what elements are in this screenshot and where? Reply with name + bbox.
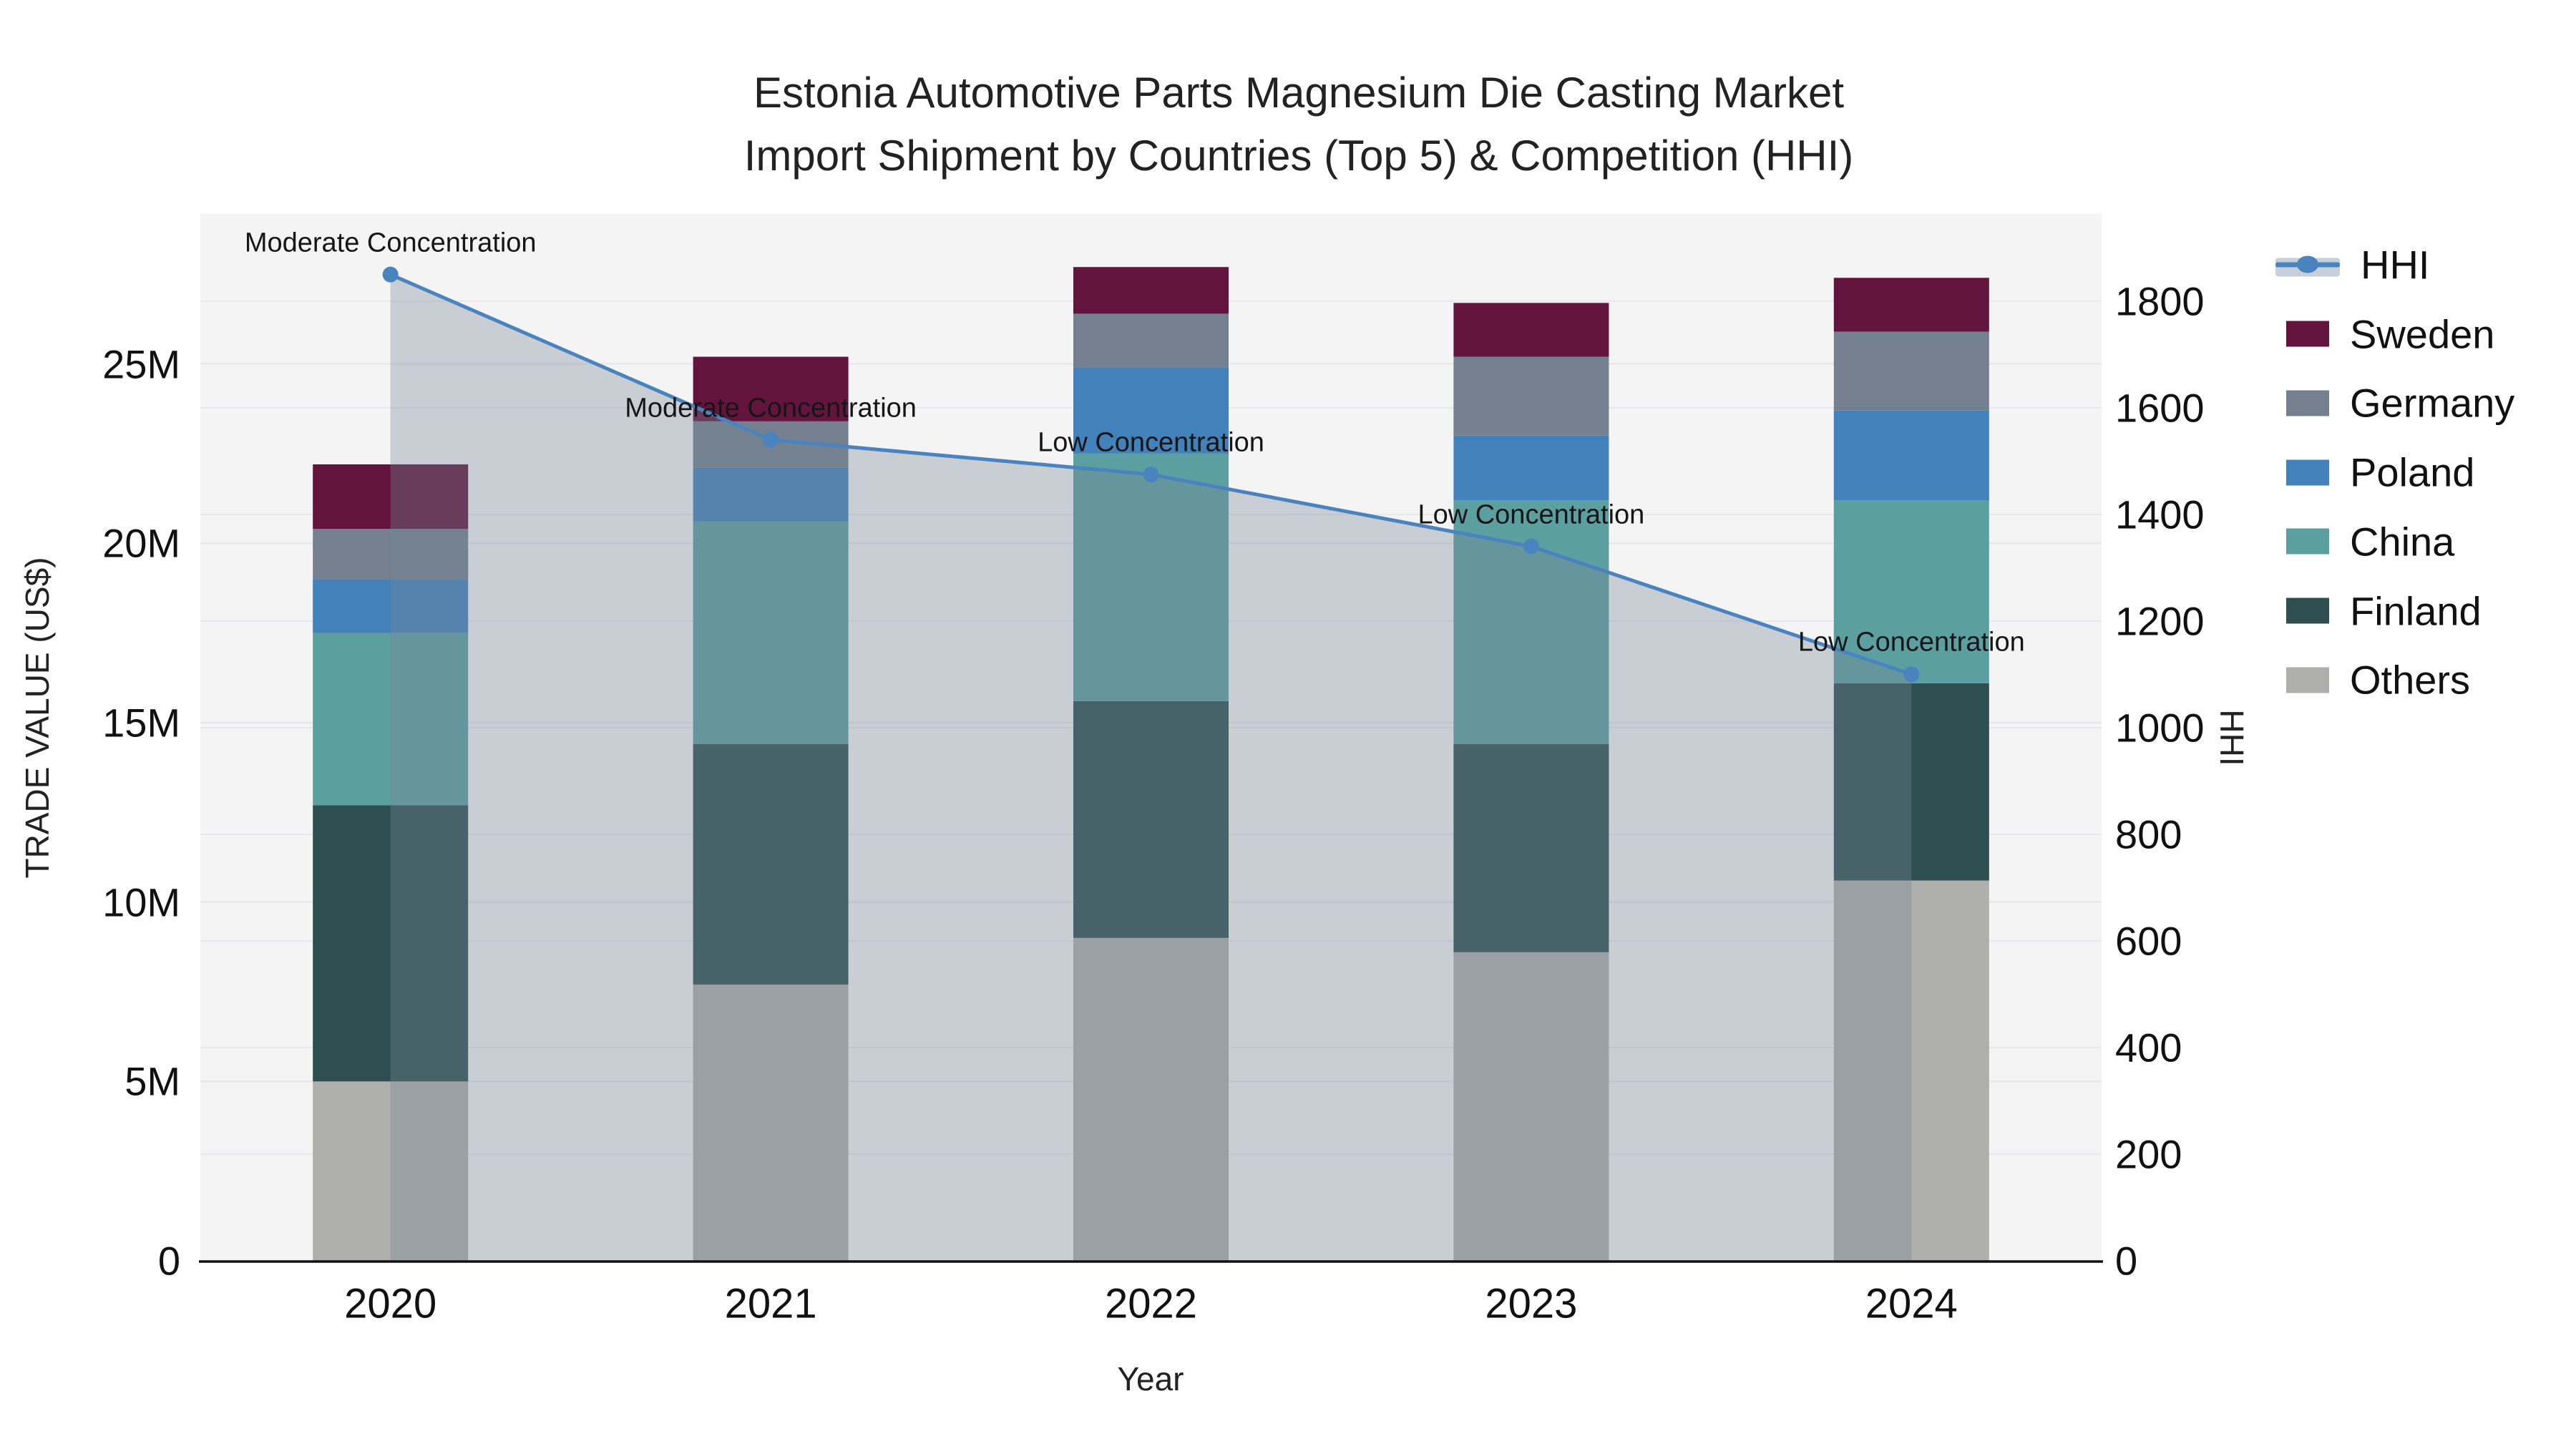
- legend-label-others: Others: [2350, 657, 2471, 703]
- annotation-2023: Low Concentration: [1418, 499, 1645, 530]
- bar-segment-2024-sweden[interactable]: [1833, 278, 1989, 332]
- y-right-tick-400: 400: [2115, 1025, 2182, 1070]
- hhi-legend-sample-icon: [2275, 250, 2340, 279]
- bar-segment-2021-china[interactable]: [693, 522, 849, 745]
- bar-segment-2020-others[interactable]: [313, 1081, 469, 1261]
- bar-segment-2023-others[interactable]: [1453, 952, 1609, 1261]
- hhi-marker-2022[interactable]: [1143, 467, 1159, 483]
- annotation-2024: Low Concentration: [1797, 627, 2025, 658]
- legend-swatch-sweden: [2286, 321, 2329, 347]
- bar-segment-2021-others[interactable]: [693, 984, 849, 1261]
- bar-segment-2021-sweden[interactable]: [693, 356, 849, 421]
- hhi-marker-swatch: [2297, 255, 2318, 273]
- y-right-tick-1400: 1400: [2115, 492, 2205, 537]
- legend-item-germany[interactable]: Germany: [2275, 380, 2514, 426]
- legend-label-hhi: HHI: [2361, 242, 2430, 288]
- x-tick-2020: 2020: [344, 1280, 437, 1327]
- chart-title-line2: Import Shipment by Countries (Top 5) & C…: [743, 132, 1854, 180]
- x-tick-2024: 2024: [1865, 1280, 1958, 1327]
- bar-segment-2024-finland[interactable]: [1833, 683, 1989, 881]
- bar-segment-2020-china[interactable]: [313, 633, 469, 806]
- chart-title-line1: Estonia Automotive Parts Magnesium Die C…: [753, 69, 1844, 117]
- y-left-tick-20M: 20M: [102, 520, 180, 566]
- bar-segment-2023-poland[interactable]: [1453, 435, 1609, 501]
- legend-swatch-finland: [2286, 597, 2329, 624]
- bar-segment-2022-others[interactable]: [1073, 937, 1229, 1261]
- bar-segment-2022-germany[interactable]: [1073, 313, 1229, 368]
- y-right-tick-800: 800: [2115, 811, 2182, 857]
- bar-segment-2021-finland[interactable]: [693, 744, 849, 985]
- bar-segment-2020-poland[interactable]: [313, 579, 469, 633]
- legend-label-china: China: [2350, 519, 2455, 565]
- x-tick-2022: 2022: [1104, 1280, 1198, 1327]
- hhi-marker-2024[interactable]: [1903, 666, 1920, 683]
- legend-item-sweden[interactable]: Sweden: [2275, 311, 2494, 357]
- hhi-marker-2021[interactable]: [763, 431, 779, 448]
- y-axis-left-title: TRADE VALUE (US$): [19, 557, 56, 879]
- y-right-tick-1000: 1000: [2115, 705, 2205, 751]
- y-left-tick-0: 0: [157, 1238, 180, 1284]
- y-right-tick-1200: 1200: [2115, 598, 2205, 644]
- y-left-tick-10M: 10M: [102, 879, 180, 925]
- hhi-marker-2023[interactable]: [1523, 538, 1539, 555]
- bar-segment-2024-germany[interactable]: [1833, 331, 1989, 411]
- bar-segment-2022-poland[interactable]: [1073, 367, 1229, 454]
- y-right-tick-200: 200: [2115, 1131, 2182, 1177]
- y-left-tick-25M: 25M: [102, 341, 180, 387]
- bar-segment-2021-poland[interactable]: [693, 467, 849, 522]
- legend-swatch-others: [2286, 667, 2329, 693]
- hhi-area-fill: [390, 274, 1912, 1261]
- bar-segment-2023-germany[interactable]: [1453, 356, 1609, 436]
- legend-swatch-china: [2286, 528, 2329, 555]
- bar-segment-2020-germany[interactable]: [313, 529, 469, 580]
- legend-item-poland[interactable]: Poland: [2275, 449, 2474, 496]
- y-left-tick-15M: 15M: [102, 700, 180, 746]
- bar-segment-2023-sweden[interactable]: [1453, 303, 1609, 357]
- annotation-2021: Moderate Concentration: [625, 393, 917, 424]
- chart-title: Estonia Automotive Parts Magnesium Die C…: [744, 62, 1854, 187]
- hhi-marker-2020[interactable]: [382, 266, 399, 283]
- legend-swatch-germany: [2286, 390, 2329, 416]
- legend-label-finland: Finland: [2350, 588, 2482, 633]
- y-right-tick-1600: 1600: [2115, 385, 2205, 431]
- bar-segment-2020-finland[interactable]: [313, 805, 469, 1082]
- annotation-2020: Moderate Concentration: [244, 228, 537, 258]
- x-axis-title: Year: [1117, 1360, 1184, 1397]
- bar-segment-2023-finland[interactable]: [1453, 744, 1609, 952]
- annotation-2022: Low Concentration: [1038, 427, 1264, 458]
- legend-label-sweden: Sweden: [2350, 311, 2495, 357]
- y-right-tick-0: 0: [2115, 1238, 2138, 1284]
- bar-segment-2024-others[interactable]: [1833, 880, 1989, 1261]
- legend-item-china[interactable]: China: [2275, 518, 2454, 565]
- bar-segment-2022-china[interactable]: [1073, 453, 1229, 701]
- legend-label-germany: Germany: [2350, 380, 2515, 426]
- bar-segment-2020-sweden[interactable]: [313, 464, 469, 530]
- bar-segment-2022-finland[interactable]: [1073, 701, 1229, 938]
- legend-item-others[interactable]: Others: [2275, 657, 2470, 703]
- bar-segment-2024-poland[interactable]: [1833, 410, 1989, 501]
- y-right-tick-1800: 1800: [2115, 278, 2205, 324]
- y-left-tick-5M: 5M: [125, 1058, 180, 1104]
- bar-segment-2024-china[interactable]: [1833, 500, 1989, 683]
- x-tick-2021: 2021: [724, 1280, 817, 1327]
- y-right-tick-600: 600: [2115, 918, 2182, 964]
- x-tick-2023: 2023: [1485, 1280, 1578, 1327]
- legend-label-poland: Poland: [2350, 449, 2475, 495]
- bar-segment-2022-sweden[interactable]: [1073, 267, 1229, 314]
- legend-item-finland[interactable]: Finland: [2275, 587, 2482, 634]
- legend-item-hhi[interactable]: HHI: [2275, 242, 2429, 288]
- legend-swatch-poland: [2286, 459, 2329, 486]
- y-axis-right-title: HHI: [2213, 709, 2250, 766]
